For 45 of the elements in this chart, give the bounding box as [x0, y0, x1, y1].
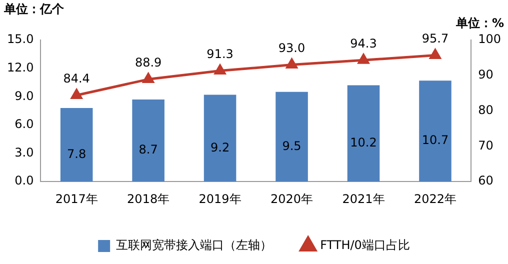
x-tick-label: 2020年 [270, 192, 314, 206]
data-label: 8.7 [138, 142, 158, 157]
bar [60, 108, 93, 182]
data-label: 9.2 [210, 140, 230, 154]
legend-label: 互联网宽带接入端口（左轴） [116, 238, 272, 252]
bar [132, 99, 164, 182]
y2-tick-label: 70 [478, 138, 494, 152]
y-tick-label: 3.0 [14, 145, 34, 160]
bar [276, 92, 308, 182]
y-axis-title: 单位：亿个 [3, 2, 65, 16]
point [286, 58, 298, 69]
y-tick-label: 9.0 [14, 88, 34, 103]
y-tick-label: 6.0 [14, 117, 34, 132]
y-tick-label: 12.0 [7, 60, 34, 74]
y-tick-label: 0.0 [14, 174, 34, 188]
point [71, 88, 82, 99]
y2-axis-title: 单位：% [454, 16, 504, 30]
y2-tick-label: 80 [478, 102, 494, 117]
data-label: 94.3 [350, 36, 377, 50]
x-tick-label: 2019年 [198, 192, 242, 206]
x-tick-label: 2021年 [342, 192, 385, 206]
data-label: 93.0 [278, 40, 306, 55]
bar [204, 94, 236, 182]
bar [419, 80, 452, 182]
point [430, 48, 441, 59]
x-tick-label: 2018年 [127, 192, 170, 206]
legend-label: FTTH/0端口占比 [320, 238, 410, 252]
x-tick-label: 2022年 [414, 192, 457, 206]
data-label: 91.3 [206, 46, 234, 61]
data-label: 10.7 [422, 133, 449, 148]
data-label: 7.8 [67, 146, 86, 161]
data-label: 10.2 [350, 136, 377, 150]
point [214, 64, 226, 75]
point [358, 54, 370, 64]
data-label: 84.4 [63, 71, 90, 86]
bar [347, 85, 380, 182]
point [142, 73, 154, 84]
y2-tick-label: 100 [478, 32, 501, 46]
y2-tick-label: 60 [478, 174, 494, 188]
data-label: 95.7 [422, 31, 449, 46]
y2-tick-label: 90 [478, 68, 494, 82]
y-tick-label: 15.0 [7, 32, 34, 46]
x-tick-label: 2017年 [55, 192, 98, 206]
data-label: 88.9 [134, 55, 162, 70]
data-label: 9.5 [282, 138, 302, 153]
